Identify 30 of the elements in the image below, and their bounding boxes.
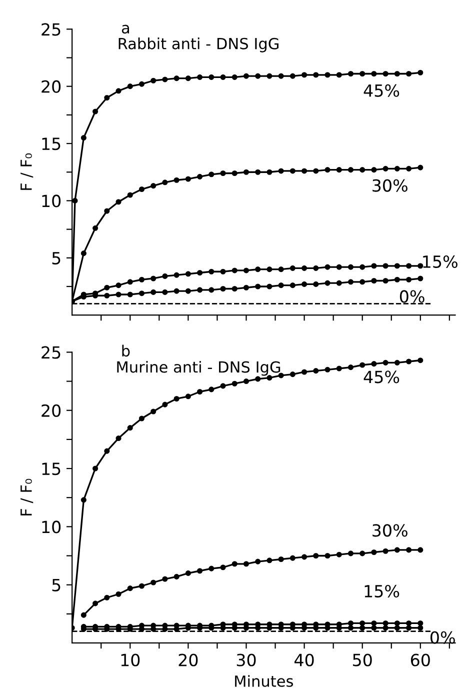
y-tick-label: 20: [42, 404, 61, 417]
x-tick-label: 10: [121, 654, 140, 666]
series-label: 15%: [423, 255, 458, 268]
x-tick-label: 30: [236, 654, 256, 666]
annotation: b: [122, 344, 130, 357]
series-label: 30%: [372, 524, 408, 537]
y-tick-label: 5: [52, 252, 60, 264]
y-tick-label: 15: [42, 138, 60, 150]
y-tick-label: 10: [42, 194, 61, 208]
y-tick-label: 25: [42, 346, 60, 359]
text: Murine anti - DNS IgG: [117, 360, 280, 376]
y-tick-label: 10: [42, 520, 61, 534]
y-axis-title: F / F₀: [20, 478, 34, 516]
text: Rabbit anti - DNS IgG: [118, 38, 278, 52]
y-tick-label: 20: [42, 80, 61, 93]
series-label: 15%: [364, 584, 400, 598]
x-tick-label: 50: [353, 654, 372, 666]
y-tick-label: 15: [42, 462, 60, 476]
y-tick-label: 25: [42, 23, 60, 36]
series-label: 45%: [364, 84, 400, 97]
series-label: 45%: [364, 370, 400, 384]
x-axis-title: Minutes: [235, 675, 293, 687]
x-tick-label: 20: [178, 654, 198, 666]
annotation: a: [122, 24, 130, 34]
x-tick-label: 60: [410, 654, 430, 666]
y-axis-title: F / F₀: [20, 153, 34, 190]
x-tick-label: 40: [294, 654, 314, 666]
y-tick-label: 5: [52, 579, 60, 592]
series-label: 0%: [400, 290, 424, 303]
series-label: 30%: [372, 179, 408, 192]
